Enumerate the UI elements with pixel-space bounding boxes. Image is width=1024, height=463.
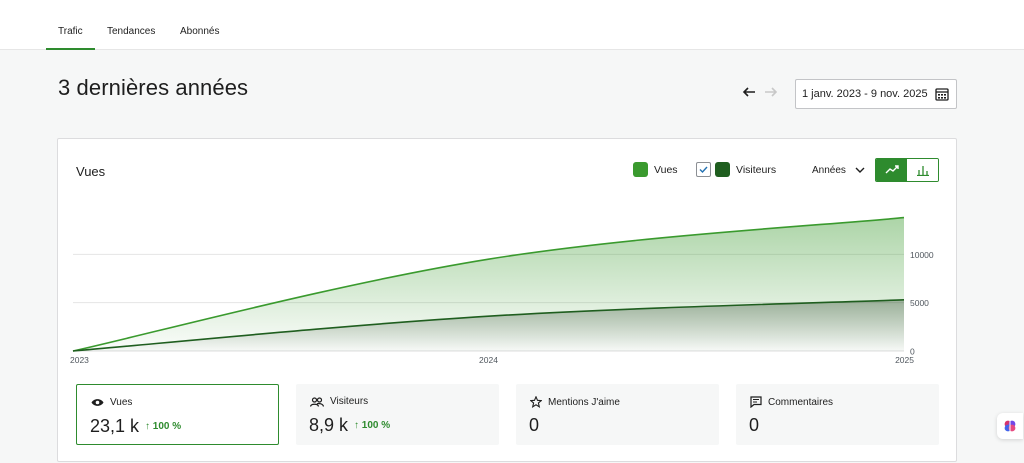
stat-label: Commentaires <box>768 396 834 408</box>
stat-value: 0 <box>529 415 540 435</box>
comment-icon <box>750 396 762 408</box>
bar-chart-button[interactable] <box>907 159 938 181</box>
legend-label-views: Vues <box>654 164 678 176</box>
legend-label-visitors: Visiteurs <box>736 164 777 176</box>
series-line-visitors <box>72 298 905 352</box>
line-chart-button[interactable] <box>876 159 907 181</box>
stat-value: 23,1 k <box>90 416 140 436</box>
line-chart-icon <box>885 165 899 174</box>
stat-card-visitors[interactable]: Visiteurs 8,9 k ↑ 100 % <box>296 384 499 445</box>
chart-title: Vues <box>76 164 106 179</box>
stat-label: Visiteurs <box>330 396 369 407</box>
stat-value: 0 <box>749 415 760 435</box>
tab-tendances[interactable]: Tendances <box>107 26 156 37</box>
legend-swatch-views <box>633 162 648 177</box>
stat-label: Vues <box>110 397 133 408</box>
y-tick-label: 10000 <box>910 250 934 260</box>
x-tick-label: 2025 <box>895 355 914 365</box>
brain-icon <box>1004 420 1016 432</box>
legend-swatch-visitors <box>715 162 730 177</box>
top-tabs: Trafic Tendances Abonnés <box>0 0 1024 50</box>
eye-icon <box>91 399 104 406</box>
stat-card-views[interactable]: Vues 23,1 k ↑ 100 % <box>76 384 279 445</box>
date-range-picker[interactable]: 1 janv. 2023 - 9 nov. 2025 <box>795 79 957 109</box>
visitors-checkbox[interactable] <box>696 162 711 177</box>
x-tick-label: 2024 <box>479 355 498 365</box>
stat-delta: ↑ 100 % <box>145 421 182 432</box>
traffic-chart-card: Vues Vues Visiteurs Années 0 5000 10000 2 <box>57 138 957 462</box>
stat-delta: ↑ 100 % <box>354 420 391 431</box>
calendar-icon <box>935 88 949 101</box>
period-select[interactable]: Années <box>812 165 846 176</box>
series-area-visitors <box>73 299 904 351</box>
tab-abonnes[interactable]: Abonnés <box>180 26 220 37</box>
star-icon <box>530 396 542 408</box>
stat-card-likes[interactable]: Mentions J'aime 0 <box>516 384 719 445</box>
arrow-right-icon[interactable] <box>764 85 778 103</box>
chart-type-toggle <box>875 158 939 182</box>
arrow-left-icon[interactable] <box>742 85 756 103</box>
assistant-button[interactable] <box>997 413 1023 439</box>
stat-card-comments[interactable]: Commentaires 0 <box>736 384 939 445</box>
x-tick-label: 2023 <box>70 355 89 365</box>
y-tick-label: 0 <box>910 347 915 357</box>
chevron-down-icon[interactable] <box>855 166 865 174</box>
stat-label: Mentions J'aime <box>548 396 620 408</box>
date-range-label: 1 janv. 2023 - 9 nov. 2025 <box>802 88 928 100</box>
series-line-views <box>72 216 905 352</box>
bar-chart-icon <box>916 166 929 176</box>
stat-value: 8,9 k <box>309 415 349 435</box>
traffic-area-chart: 0 5000 10000 2023 2024 2025 <box>70 216 934 365</box>
y-tick-label: 5000 <box>910 298 929 308</box>
page-title: 3 dernières années <box>58 75 249 100</box>
active-tab-indicator <box>46 48 95 50</box>
tab-trafic[interactable]: Trafic <box>58 26 83 37</box>
check-icon <box>699 166 708 174</box>
people-icon <box>310 396 324 407</box>
